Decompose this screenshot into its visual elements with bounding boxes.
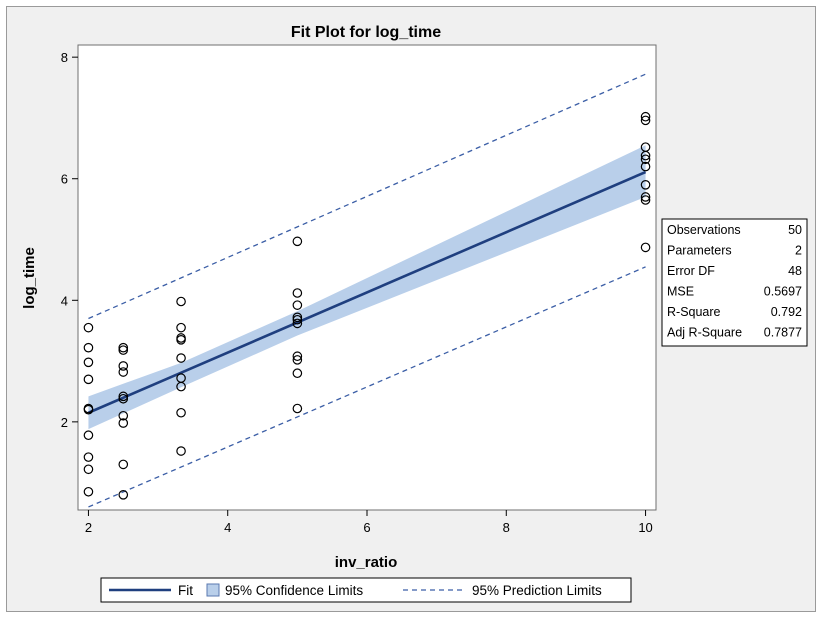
stats-value: 0.7877 xyxy=(764,326,802,340)
chart-title: Fit Plot for log_time xyxy=(291,24,441,41)
stats-label: Parameters xyxy=(667,244,732,258)
y-tick-label: 8 xyxy=(61,50,68,65)
y-axis: 2 4 6 8 xyxy=(61,50,78,430)
confidence-band xyxy=(88,145,646,430)
data-point xyxy=(292,236,303,247)
y-tick-label: 6 xyxy=(61,172,68,187)
stats-label: MSE xyxy=(667,285,694,299)
data-point xyxy=(83,322,94,333)
data-point xyxy=(292,312,303,323)
legend-label-prediction: 95% Prediction Limits xyxy=(472,583,602,598)
data-point xyxy=(118,410,129,421)
legend-label-confidence: 95% Confidence Limits xyxy=(225,583,363,598)
y-axis-label: log_time xyxy=(21,247,38,309)
observation-points xyxy=(83,111,651,500)
data-point xyxy=(292,288,303,298)
x-tick-label: 2 xyxy=(85,520,92,535)
stats-label: Observations xyxy=(667,223,741,237)
stats-label: Error DF xyxy=(667,264,715,278)
data-point xyxy=(83,374,94,385)
data-point xyxy=(292,403,303,414)
stats-label: R-Square xyxy=(667,305,721,319)
data-point xyxy=(640,195,651,205)
data-point xyxy=(640,180,651,190)
data-point xyxy=(176,381,186,392)
fit-line xyxy=(87,170,647,414)
fit-statistics-table: Observations 50 Parameters 2 Error DF 48 MSE 0.… xyxy=(661,218,808,347)
x-tick-label: 6 xyxy=(363,520,370,535)
data-point xyxy=(118,342,129,353)
plot-area xyxy=(77,44,657,511)
data-point xyxy=(640,150,651,161)
data-point xyxy=(292,355,303,365)
fit-line-layer xyxy=(87,170,647,414)
data-point xyxy=(292,351,303,362)
data-point xyxy=(176,407,186,418)
data-point xyxy=(83,464,94,475)
x-tick-label: 4 xyxy=(224,520,231,535)
prediction-limits-layer xyxy=(88,73,646,508)
x-axis-label: inv_ratio xyxy=(335,554,398,571)
data-point xyxy=(118,391,129,402)
data-point xyxy=(640,161,651,172)
data-point xyxy=(118,361,129,371)
data-point xyxy=(176,353,186,363)
stats-value: 2 xyxy=(795,244,802,258)
y-tick-label: 2 xyxy=(61,415,68,430)
stats-table-box xyxy=(661,218,808,347)
stats-value: 0.792 xyxy=(771,305,802,319)
data-point xyxy=(83,486,94,497)
data-point xyxy=(640,242,651,253)
data-point xyxy=(640,115,651,126)
y-tick-label: 4 xyxy=(61,293,68,308)
legend-confidence-swatch xyxy=(206,583,220,597)
data-point xyxy=(292,300,303,310)
data-point xyxy=(118,367,129,377)
data-point xyxy=(83,430,94,441)
x-tick-label: 10 xyxy=(638,520,652,535)
data-point xyxy=(176,296,186,307)
data-point xyxy=(118,345,129,355)
x-tick-label: 8 xyxy=(503,520,510,535)
data-point xyxy=(83,342,94,353)
legend-box xyxy=(100,577,632,603)
stats-value: 50 xyxy=(788,223,802,237)
legend: Fit 95% Confidence Limits 95% Prediction L… xyxy=(100,577,632,603)
data-point xyxy=(176,335,186,345)
data-point xyxy=(176,446,186,456)
stats-value: 48 xyxy=(788,264,802,278)
data-point xyxy=(640,111,651,122)
data-point xyxy=(118,393,129,404)
data-point xyxy=(83,404,94,415)
data-point xyxy=(83,452,94,462)
data-point xyxy=(118,459,129,470)
lower-prediction-limit xyxy=(88,266,646,508)
upper-prediction-limit xyxy=(88,73,646,320)
data-point xyxy=(640,154,651,165)
stats-label: Adj R-Square xyxy=(667,326,742,340)
data-point xyxy=(640,192,651,202)
x-axis: 2 4 6 8 10 xyxy=(85,510,653,535)
data-point xyxy=(118,418,129,428)
data-point xyxy=(292,318,303,329)
stats-value: 0.5697 xyxy=(764,285,802,299)
confidence-band-layer xyxy=(88,145,646,430)
data-point xyxy=(292,368,303,379)
data-point xyxy=(292,314,303,325)
legend-label-fit: Fit xyxy=(178,583,193,598)
data-point xyxy=(83,357,94,368)
data-point xyxy=(118,490,129,500)
data-point xyxy=(176,322,186,333)
